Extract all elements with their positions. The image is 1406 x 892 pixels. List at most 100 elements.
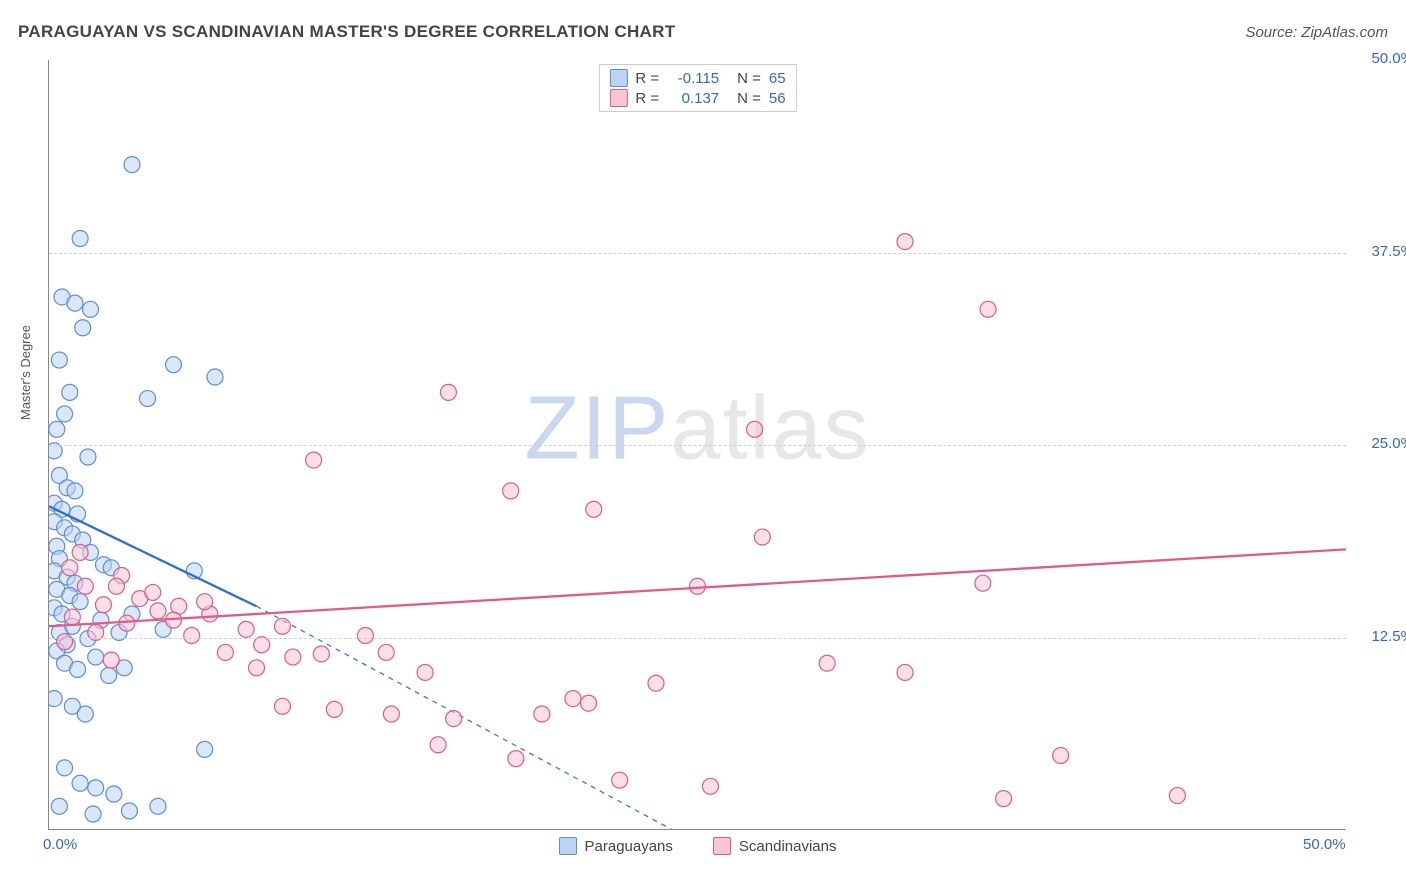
data-point xyxy=(357,628,373,644)
legend-stats-row-1: R = 0.137 N = 56 xyxy=(609,89,785,107)
data-point xyxy=(996,791,1012,807)
data-point xyxy=(313,646,329,662)
data-point xyxy=(119,615,135,631)
data-point xyxy=(440,384,456,400)
data-point xyxy=(184,628,200,644)
data-point xyxy=(150,798,166,814)
trend-line xyxy=(49,549,1346,626)
data-point xyxy=(106,786,122,802)
source-label: Source: ZipAtlas.com xyxy=(1245,24,1388,41)
data-point xyxy=(417,664,433,680)
data-point xyxy=(534,706,550,722)
gridline xyxy=(49,253,1346,254)
data-point xyxy=(565,691,581,707)
data-point xyxy=(207,369,223,385)
legend-item-0: Paraguayans xyxy=(559,837,673,855)
data-point xyxy=(702,778,718,794)
data-point xyxy=(238,621,254,637)
data-point xyxy=(689,578,705,594)
data-point xyxy=(446,711,462,727)
data-point xyxy=(217,644,233,660)
data-point xyxy=(62,384,78,400)
legend-label-1: Scandinavians xyxy=(739,838,837,855)
data-point xyxy=(124,157,140,173)
chart-area: ZIPatlas R = -0.115 N = 65 R = 0.137 N =… xyxy=(48,60,1346,830)
n-value-0: 65 xyxy=(769,70,786,87)
data-point xyxy=(145,584,161,600)
data-point xyxy=(101,668,117,684)
data-point xyxy=(508,751,524,767)
data-point xyxy=(897,234,913,250)
swatch-bottom-1 xyxy=(713,837,731,855)
r-value-0: -0.115 xyxy=(667,70,719,87)
data-point xyxy=(980,301,996,317)
x-tick-label: 0.0% xyxy=(43,836,77,853)
data-point xyxy=(503,483,519,499)
chart-title: PARAGUAYAN VS SCANDINAVIAN MASTER'S DEGR… xyxy=(18,22,675,42)
data-point xyxy=(72,775,88,791)
legend-label-0: Paraguayans xyxy=(585,838,673,855)
data-point xyxy=(383,706,399,722)
data-point xyxy=(254,637,270,653)
data-point xyxy=(150,603,166,619)
legend-stats: R = -0.115 N = 65 R = 0.137 N = 56 xyxy=(598,64,796,112)
data-point xyxy=(57,406,73,422)
data-point xyxy=(754,529,770,545)
r-value-1: 0.137 xyxy=(667,90,719,107)
data-point xyxy=(140,391,156,407)
data-point xyxy=(88,780,104,796)
data-point xyxy=(85,806,101,822)
legend-series: Paraguayans Scandinavians xyxy=(559,837,837,855)
data-point xyxy=(83,301,99,317)
data-point xyxy=(49,421,65,437)
data-point xyxy=(747,421,763,437)
data-point xyxy=(819,655,835,671)
gridline xyxy=(49,638,1346,639)
data-point xyxy=(72,594,88,610)
y-tick-label: 50.0% xyxy=(1354,50,1406,67)
data-point xyxy=(80,449,96,465)
data-point xyxy=(612,772,628,788)
data-point xyxy=(285,649,301,665)
swatch-series-0 xyxy=(609,69,627,87)
data-point xyxy=(67,295,83,311)
x-tick-label: 50.0% xyxy=(1303,836,1346,853)
data-point xyxy=(197,594,213,610)
y-tick-label: 25.0% xyxy=(1354,435,1406,452)
data-point xyxy=(1053,748,1069,764)
data-point xyxy=(306,452,322,468)
data-point xyxy=(274,698,290,714)
data-point xyxy=(1169,788,1185,804)
trend-line-dashed xyxy=(257,606,672,829)
data-point xyxy=(72,231,88,247)
data-point xyxy=(430,737,446,753)
data-point xyxy=(897,664,913,680)
data-point xyxy=(975,575,991,591)
n-value-1: 56 xyxy=(769,90,786,107)
data-point xyxy=(378,644,394,660)
legend-item-1: Scandinavians xyxy=(713,837,837,855)
swatch-bottom-0 xyxy=(559,837,577,855)
data-point xyxy=(103,652,119,668)
data-point xyxy=(197,741,213,757)
data-point xyxy=(51,798,67,814)
legend-stats-row-0: R = -0.115 N = 65 xyxy=(609,69,785,87)
data-point xyxy=(586,501,602,517)
data-point xyxy=(72,544,88,560)
data-point xyxy=(75,320,91,336)
data-point xyxy=(326,701,342,717)
data-point xyxy=(166,357,182,373)
data-point xyxy=(57,760,73,776)
data-point xyxy=(274,618,290,634)
data-point xyxy=(581,695,597,711)
y-tick-label: 37.5% xyxy=(1354,243,1406,260)
data-point xyxy=(64,609,80,625)
data-point xyxy=(249,660,265,676)
data-point xyxy=(77,706,93,722)
swatch-series-1 xyxy=(609,89,627,107)
data-point xyxy=(70,661,86,677)
data-point xyxy=(108,578,124,594)
gridline xyxy=(49,445,1346,446)
data-point xyxy=(121,803,137,819)
y-axis-label: Master's Degree xyxy=(18,325,33,420)
